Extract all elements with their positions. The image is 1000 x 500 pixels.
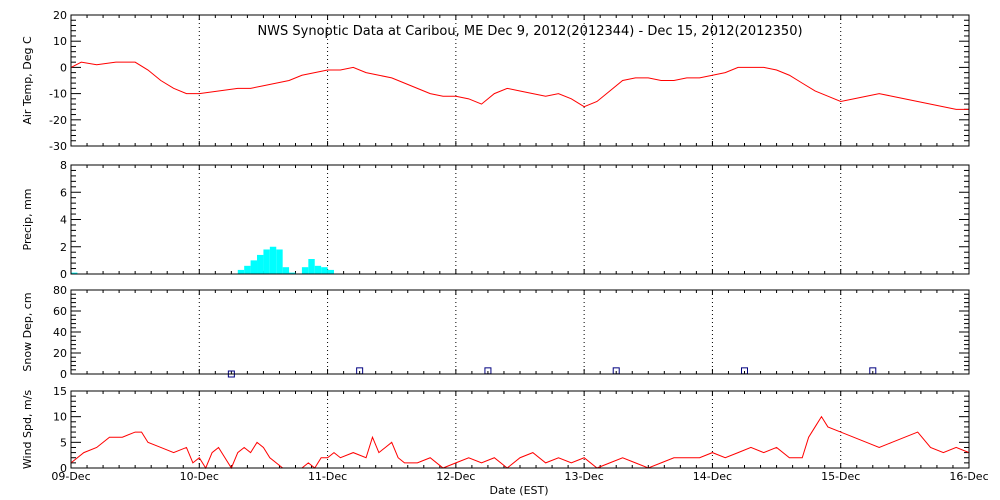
chart-title: NWS Synoptic Data at Caribou, ME Dec 9, … <box>257 24 802 39</box>
precip-panel: 0 2 4 6 8 Precip, mm <box>21 159 970 281</box>
snow-depth-frame <box>70 289 970 375</box>
precip-y-tick-label: 8 <box>60 159 67 172</box>
snow-depth-y-tick-label: 80 <box>53 284 67 297</box>
precip-bar <box>257 254 264 274</box>
air-temp-y-tick-label: 0 <box>60 61 67 74</box>
air-temp-frame <box>70 14 970 147</box>
precip-y-tick-label: 6 <box>60 186 67 199</box>
wind-speed-y-tick-label: 0 <box>60 462 67 475</box>
x-tick-label: 14-Dec <box>693 470 732 483</box>
wind-speed-line <box>70 415 970 470</box>
air-temp-y-axis-label: Air Temp, Deg C <box>21 36 34 125</box>
snow-depth-y-tick-label: 20 <box>53 347 67 360</box>
x-tick-label: 15-Dec <box>821 470 860 483</box>
wind-speed-panel: 0 5 10 15 Wind Spd, m/s <box>21 385 970 475</box>
air-temp-panel: -30 -20 -10 0 10 20 Air Temp, Deg C <box>21 9 970 153</box>
air-temp-line <box>70 61 969 110</box>
precip-bar <box>276 249 283 274</box>
wind-speed-y-tick-label: 10 <box>53 411 67 424</box>
wind-speed-y-tick-label: 15 <box>53 385 67 398</box>
x-tick-label: 13-Dec <box>565 470 604 483</box>
precip-bar <box>250 260 258 274</box>
snow-depth-y-axis-label: Snow Dep, cm <box>21 292 34 371</box>
wind-speed-y-axis-label: Wind Spd, m/s <box>21 390 34 470</box>
precip-bar <box>269 246 277 274</box>
precip-frame <box>70 164 970 275</box>
precip-y-axis-label: Precip, mm <box>21 189 34 251</box>
wind-speed-y-tick-label: 5 <box>60 436 67 449</box>
precip-y-tick-label: 4 <box>60 214 67 227</box>
precip-bar <box>314 265 322 274</box>
x-tick-label: 12-Dec <box>436 470 475 483</box>
precip-bar <box>244 265 251 274</box>
precip-bar <box>327 269 334 274</box>
x-tick-label: 10-Dec <box>180 470 219 483</box>
snow-depth-panel: 0 20 40 60 80 Snow Dep, cm <box>21 284 970 381</box>
precip-bar <box>301 267 309 274</box>
panels-group: -30 -20 -10 0 10 20 Air Temp, Deg C 0 2 4 6 8 Precip… <box>21 9 970 475</box>
air-temp-y-tick-label: -20 <box>49 114 67 127</box>
precip-bar <box>263 249 270 274</box>
snow-depth-y-tick-label: 60 <box>53 305 67 318</box>
precip-bar <box>71 272 78 274</box>
snow-depth-y-tick-label: 0 <box>60 368 67 381</box>
x-tick-label: 16-Dec <box>949 470 988 483</box>
air-temp-y-tick-label: -10 <box>49 88 67 101</box>
air-temp-y-tick-label: 20 <box>53 9 67 22</box>
x-tick-label: 11-Dec <box>308 470 347 483</box>
precip-bar <box>237 269 245 274</box>
snow-depth-y-tick-label: 40 <box>53 326 67 339</box>
precip-y-tick-label: 2 <box>60 241 67 254</box>
air-temp-y-tick-label: -30 <box>49 140 67 153</box>
precip-bar <box>308 259 315 274</box>
x-axis-label: Date (EST) <box>489 484 548 497</box>
precip-bar <box>289 272 296 274</box>
wind-speed-frame <box>70 390 970 469</box>
x-tick-labels: 09-Dec 10-Dec 11-Dec 12-Dec 13-Dec 14-Dec 15-D… <box>51 470 988 483</box>
x-tick-label: 09-Dec <box>51 470 90 483</box>
precip-y-tick-label: 0 <box>60 268 67 281</box>
precip-bar <box>282 267 290 274</box>
air-temp-y-tick-label: 10 <box>53 35 67 48</box>
precip-bar <box>321 267 328 274</box>
